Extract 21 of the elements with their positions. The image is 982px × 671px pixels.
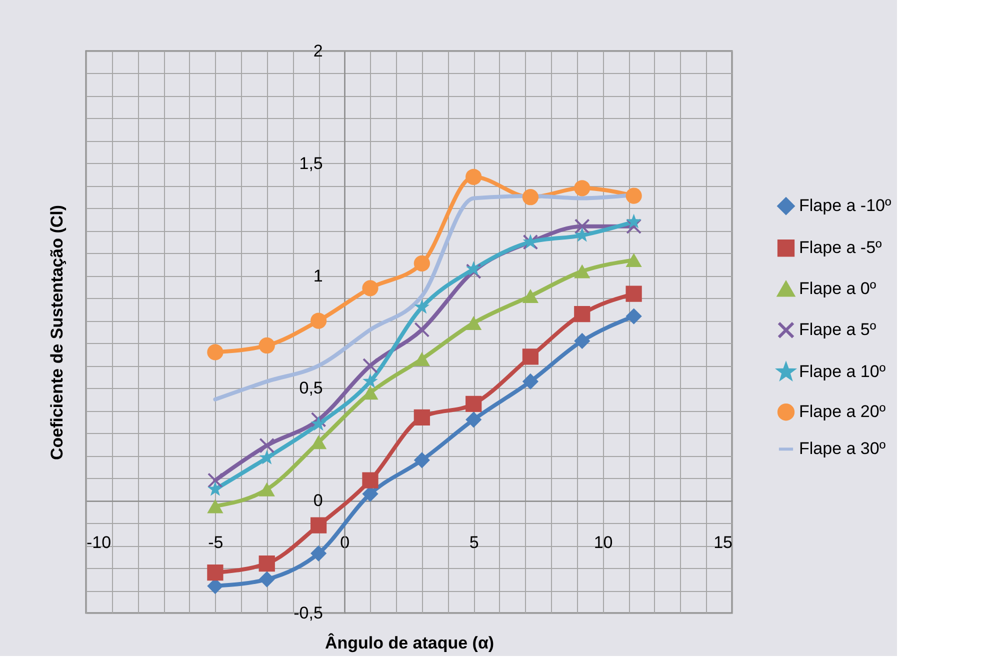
x-tick-label: 5 — [469, 533, 479, 552]
y-tick-label: 0,5 — [299, 378, 323, 398]
y-tick-label: -0,5 — [294, 604, 323, 622]
legend-label: Flape a 20º — [799, 402, 886, 422]
y-tick-label: 1,5 — [299, 154, 323, 173]
legend-label: Flape a -10º — [799, 196, 892, 216]
legend-label: Flape a 0º — [799, 279, 876, 298]
y-axis-title: Coeficiente de Sustentação (Cl) — [48, 204, 66, 460]
x-tick-label: 10 — [594, 533, 613, 552]
x-tick-label: 15 — [714, 533, 732, 552]
y-tick-label: 1 — [313, 266, 323, 286]
y-tick-label: 2 — [313, 42, 323, 60]
legend-label: Flape a 30º — [799, 439, 886, 458]
x-tick-label: -5 — [208, 533, 224, 552]
x-tick-label: 0 — [340, 533, 350, 552]
y-tick-label: 0 — [313, 491, 323, 510]
legend-label: Flape a 10º — [799, 362, 886, 382]
legend-label: Flape a -5º — [799, 238, 882, 258]
x-axis-title: Ângulo de ataque (α) — [324, 632, 494, 652]
legend-label: Flape a 5º — [799, 320, 876, 340]
x-tick-label: -10 — [86, 533, 112, 552]
